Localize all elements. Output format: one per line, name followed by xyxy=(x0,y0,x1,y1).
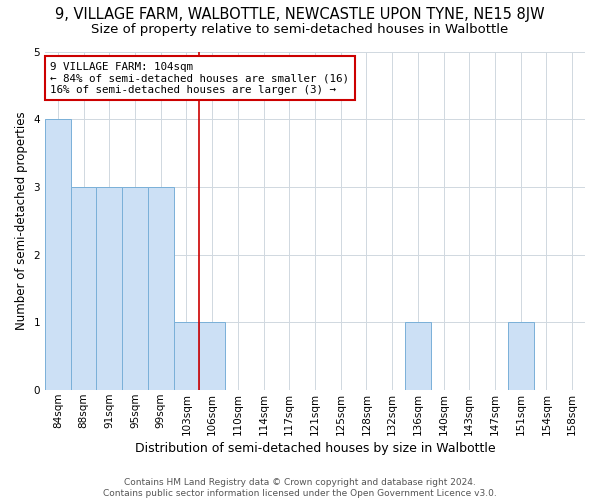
Bar xyxy=(173,322,199,390)
Text: Contains HM Land Registry data © Crown copyright and database right 2024.
Contai: Contains HM Land Registry data © Crown c… xyxy=(103,478,497,498)
Text: Size of property relative to semi-detached houses in Walbottle: Size of property relative to semi-detach… xyxy=(91,22,509,36)
Bar xyxy=(122,187,148,390)
Text: 9 VILLAGE FARM: 104sqm
← 84% of semi-detached houses are smaller (16)
16% of sem: 9 VILLAGE FARM: 104sqm ← 84% of semi-det… xyxy=(50,62,349,95)
Bar xyxy=(508,322,533,390)
Bar xyxy=(405,322,431,390)
Text: 9, VILLAGE FARM, WALBOTTLE, NEWCASTLE UPON TYNE, NE15 8JW: 9, VILLAGE FARM, WALBOTTLE, NEWCASTLE UP… xyxy=(55,8,545,22)
Bar xyxy=(45,119,71,390)
Bar xyxy=(199,322,225,390)
Bar xyxy=(148,187,173,390)
X-axis label: Distribution of semi-detached houses by size in Walbottle: Distribution of semi-detached houses by … xyxy=(135,442,496,455)
Y-axis label: Number of semi-detached properties: Number of semi-detached properties xyxy=(15,112,28,330)
Bar xyxy=(71,187,97,390)
Bar xyxy=(97,187,122,390)
